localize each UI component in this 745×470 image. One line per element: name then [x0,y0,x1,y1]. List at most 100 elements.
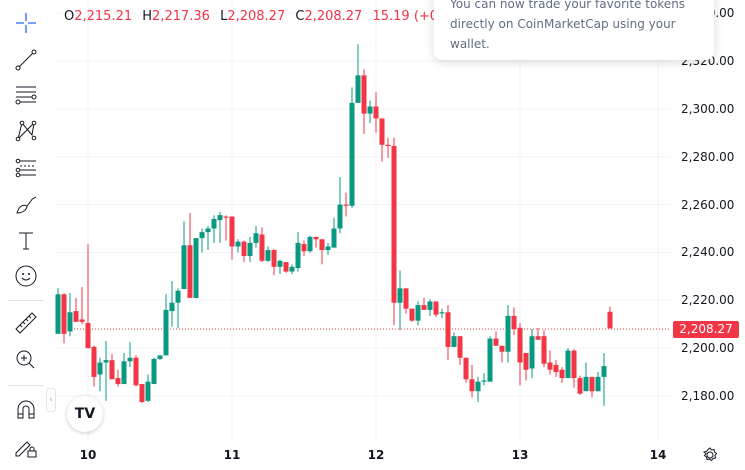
text-tool[interactable] [9,226,43,256]
candle-body [127,357,133,362]
candle [409,308,415,322]
candle-body [61,294,67,334]
horizontal-lines-tool[interactable] [9,80,43,110]
candle-body [505,315,511,352]
candle [397,270,403,331]
magnet-tool[interactable] [9,395,43,425]
candle-body [463,357,469,380]
candle-body [571,350,577,379]
candle-body [265,250,271,261]
lock-drawings-icon [15,441,37,458]
candle [271,248,277,276]
candle-body [295,242,301,268]
candle-body [493,338,499,346]
trend-line-tool[interactable] [9,45,43,75]
candle-body [313,236,319,240]
time-tick-label: 11 [223,448,241,462]
time-tick-label: 10 [79,448,97,462]
horizontal-lines-icon [15,86,37,105]
ruler-tool[interactable] [9,308,43,338]
candle [79,287,85,325]
emoji-icon [15,265,37,287]
candle [289,264,295,274]
candle-body [289,266,295,272]
candle-body [445,312,451,347]
candle [433,301,439,318]
emoji-tool[interactable] [9,261,43,291]
candle [487,336,493,382]
tooltip-line: directly on CoinMarketCap using your [450,17,676,31]
candle-body [319,239,325,251]
candle [385,137,391,158]
candle [325,242,331,255]
text-icon [19,232,33,250]
candle [481,373,487,386]
candle-body [577,378,583,394]
change-value: 15.19 (+0.6 [372,9,451,24]
candle-body [247,242,253,257]
candle [379,118,385,162]
candle-body [259,234,265,261]
pattern-tool[interactable] [9,116,43,146]
candle [319,239,325,265]
candle-body [565,350,571,379]
candle [361,69,367,134]
candle-body [355,75,361,103]
candle [505,305,511,363]
candle-body [175,290,181,303]
close-label: C [295,9,305,24]
brush-icon [16,196,37,214]
candle [307,235,313,253]
collapse-toolbar-button[interactable]: ‹ [46,388,56,412]
candle-body [211,218,217,229]
candle-body [325,246,331,251]
lock-drawings-tool[interactable] [9,432,43,462]
candle-body [379,118,385,145]
candle-body [223,216,229,218]
candle-body [517,327,523,363]
candle [529,329,535,379]
grid [56,0,670,440]
candle [139,384,145,404]
candle [277,259,283,274]
candle [109,354,115,380]
zoom-in-tool[interactable] [9,345,43,375]
candle-body [229,216,235,247]
candle [157,355,163,361]
low-value: 2,208.27 [227,9,286,24]
pattern-icon [15,120,37,142]
candle [169,281,175,327]
candle [541,330,547,368]
candle [301,240,307,257]
candle [439,308,445,319]
zoom-in-icon [16,350,35,369]
candle-body [205,228,211,233]
candles [55,44,613,406]
candle [559,367,565,383]
brush-tool[interactable] [9,190,43,220]
candle [295,232,301,272]
candle-body [529,336,535,369]
candle [415,301,421,326]
gear-icon[interactable] [701,446,719,464]
fib-tool[interactable] [9,153,43,183]
candle [133,355,139,387]
price-tick-label: 2,180.00 [681,389,735,404]
candle [85,244,91,349]
tooltip-line: wallet. [450,37,490,51]
candle-body [145,381,151,401]
candle-body [481,380,487,382]
candle [595,372,601,392]
tradingview-logo[interactable]: TV [67,396,103,432]
candle-body [271,250,277,267]
candle [223,215,229,241]
candle [61,293,67,344]
candle [469,364,475,398]
candle-body [199,232,205,239]
candle-body [349,102,355,206]
candle-body [415,305,421,321]
crosshair-tool[interactable] [9,8,43,38]
candle [127,342,133,368]
candle-body [79,319,85,322]
